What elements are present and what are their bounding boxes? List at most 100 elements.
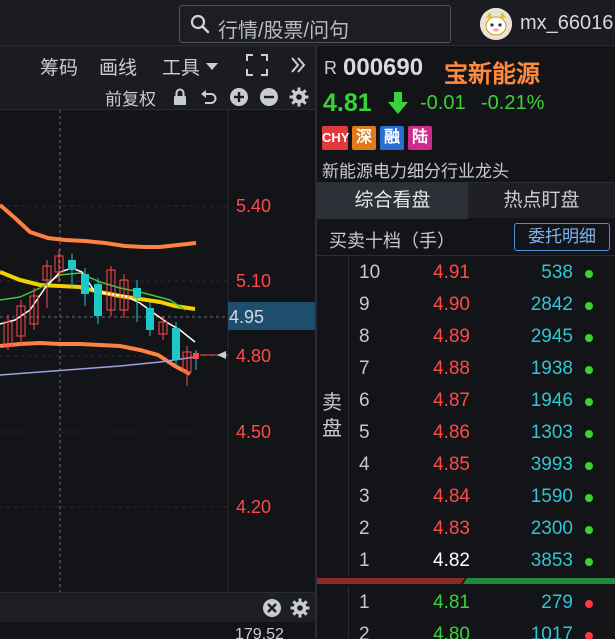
search-box[interactable]: 行情/股票/问句 (179, 5, 451, 43)
close-icon[interactable] (262, 598, 282, 618)
tab-hotspot[interactable]: 热点盯盘 (503, 190, 580, 211)
current-price-tag-bg (228, 302, 316, 330)
market-prefix: R (324, 58, 337, 78)
buy-orders: 1 4.81 279 2 4.80 1017 (348, 586, 615, 639)
order-row[interactable]: 8 4.89 2945 (349, 320, 615, 352)
status-dot-icon (585, 334, 593, 342)
order-volume: 1946 (530, 390, 573, 411)
order-row[interactable]: 2 4.83 2300 (349, 512, 615, 544)
order-volume: 1590 (530, 486, 573, 507)
candle-down (193, 350, 199, 370)
order-book-title: 买卖十档（手） (329, 231, 455, 251)
sell-label-char: 盘 (322, 418, 342, 440)
order-price: 4.87 (433, 390, 470, 411)
top-bar: 行情/股票/问句 mx_66016 (0, 0, 615, 46)
avatar (480, 8, 512, 40)
chips-button[interactable]: 筹码 (40, 58, 79, 79)
stock-description: 新能源电力细分行业龙头 (322, 162, 509, 181)
order-row[interactable]: 1 4.81 279 (349, 586, 615, 618)
user-account[interactable]: mx_66016 (478, 8, 615, 40)
order-row[interactable]: 9 4.90 2842 (349, 288, 615, 320)
chevron-down-icon (206, 63, 218, 70)
order-price: 4.88 (433, 358, 470, 379)
order-price: 4.89 (433, 326, 470, 347)
undo-icon[interactable] (200, 88, 218, 106)
order-volume: 538 (541, 262, 573, 283)
fullscreen-icon[interactable] (246, 54, 268, 76)
price-change-percent: -0.21% (481, 92, 545, 114)
tag-margin[interactable]: 融 (380, 126, 404, 150)
order-price: 4.80 (433, 624, 470, 639)
status-dot-icon (585, 600, 593, 608)
chart-toolbar: 筹码 画线 工具 (0, 46, 316, 84)
username: mx_66016 (520, 12, 614, 34)
order-level: 3 (359, 486, 370, 507)
arrow-down-icon (388, 92, 408, 114)
draw-line-button[interactable]: 画线 (99, 58, 138, 79)
order-volume: 279 (541, 592, 573, 613)
order-book-header: 买卖十档（手） 委托明细 (317, 218, 615, 256)
sell-orders: 10 4.91 538 9 4.90 2842 8 4.89 2945 7 4.88 1938 6 4.8… (348, 256, 615, 576)
order-row[interactable]: 10 4.91 538 (349, 256, 615, 288)
order-row[interactable]: 7 4.88 1938 (349, 352, 615, 384)
order-row[interactable]: 2 4.80 1017 (349, 618, 615, 639)
order-volume: 1017 (530, 624, 573, 639)
status-dot-icon (585, 366, 593, 374)
candlesticks (3, 250, 199, 386)
order-level: 1 (359, 592, 370, 613)
status-dot-icon (585, 526, 593, 534)
gear-icon[interactable] (289, 87, 309, 107)
chart-subtoolbar: 前复权 (0, 84, 316, 110)
order-volume: 2842 (530, 294, 573, 315)
order-price: 4.90 (433, 294, 470, 315)
price-axis-label: 4.80 (236, 346, 272, 366)
tab-overview[interactable]: 综合看盘 (317, 183, 468, 219)
status-dot-icon (585, 462, 593, 470)
indicator-bar (0, 592, 316, 622)
order-detail-button[interactable]: 委托明细 (514, 223, 610, 251)
order-level: 1 (359, 550, 370, 571)
order-level: 5 (359, 422, 370, 443)
candle-up (54, 250, 64, 282)
lock-icon[interactable] (172, 88, 188, 106)
status-dot-icon (585, 632, 593, 639)
order-price: 4.81 (433, 592, 470, 613)
zoom-in-icon[interactable] (229, 87, 249, 107)
order-price: 4.83 (433, 518, 470, 539)
order-level: 2 (359, 518, 370, 539)
order-level: 4 (359, 454, 370, 475)
tag-shenzhen[interactable]: 深 (352, 126, 376, 150)
kline-canvas (0, 110, 316, 592)
status-dot-icon (585, 430, 593, 438)
stock-name: 宝新能源 (444, 61, 540, 88)
order-row[interactable]: 1 4.82 3853 (349, 544, 615, 576)
stock-code: 000690 (343, 54, 424, 81)
candle-up (158, 316, 168, 340)
order-row[interactable]: 5 4.86 1303 (349, 416, 615, 448)
kline-chart[interactable]: 5.40 5.10 4.80 4.50 4.20 4.95 (0, 110, 316, 592)
tag-chy[interactable]: CHY (322, 126, 349, 150)
status-dot-icon (585, 558, 593, 566)
order-level: 8 (359, 326, 370, 347)
panel-tabs: 综合看盘 热点盯盘 (317, 182, 615, 219)
tag-connect[interactable]: 陆 (408, 126, 432, 150)
candle-up (42, 260, 52, 308)
adjust-mode-button[interactable]: 前复权 (105, 90, 156, 109)
candle-up (182, 346, 192, 386)
order-row[interactable]: 6 4.87 1946 (349, 384, 615, 416)
zoom-out-icon[interactable] (259, 87, 279, 107)
order-row[interactable]: 4 4.85 3993 (349, 448, 615, 480)
status-dot-icon (585, 270, 593, 278)
indicator-value: 179.52 (235, 626, 284, 639)
search-placeholder: 行情/股票/问句 (218, 20, 350, 42)
candle-down (81, 268, 89, 306)
tools-button[interactable]: 工具 (162, 58, 201, 79)
gear-icon[interactable] (290, 598, 310, 618)
search-icon (190, 14, 210, 34)
double-chevron-right-icon[interactable] (290, 56, 306, 74)
order-row[interactable]: 3 4.84 1590 (349, 480, 615, 512)
status-dot-icon (585, 398, 593, 406)
price-axis-label: 5.10 (236, 271, 272, 291)
order-volume: 1303 (530, 422, 573, 443)
quote-header: R 000690 宝新能源 4.81 -0.01 -0.21% (317, 46, 615, 156)
